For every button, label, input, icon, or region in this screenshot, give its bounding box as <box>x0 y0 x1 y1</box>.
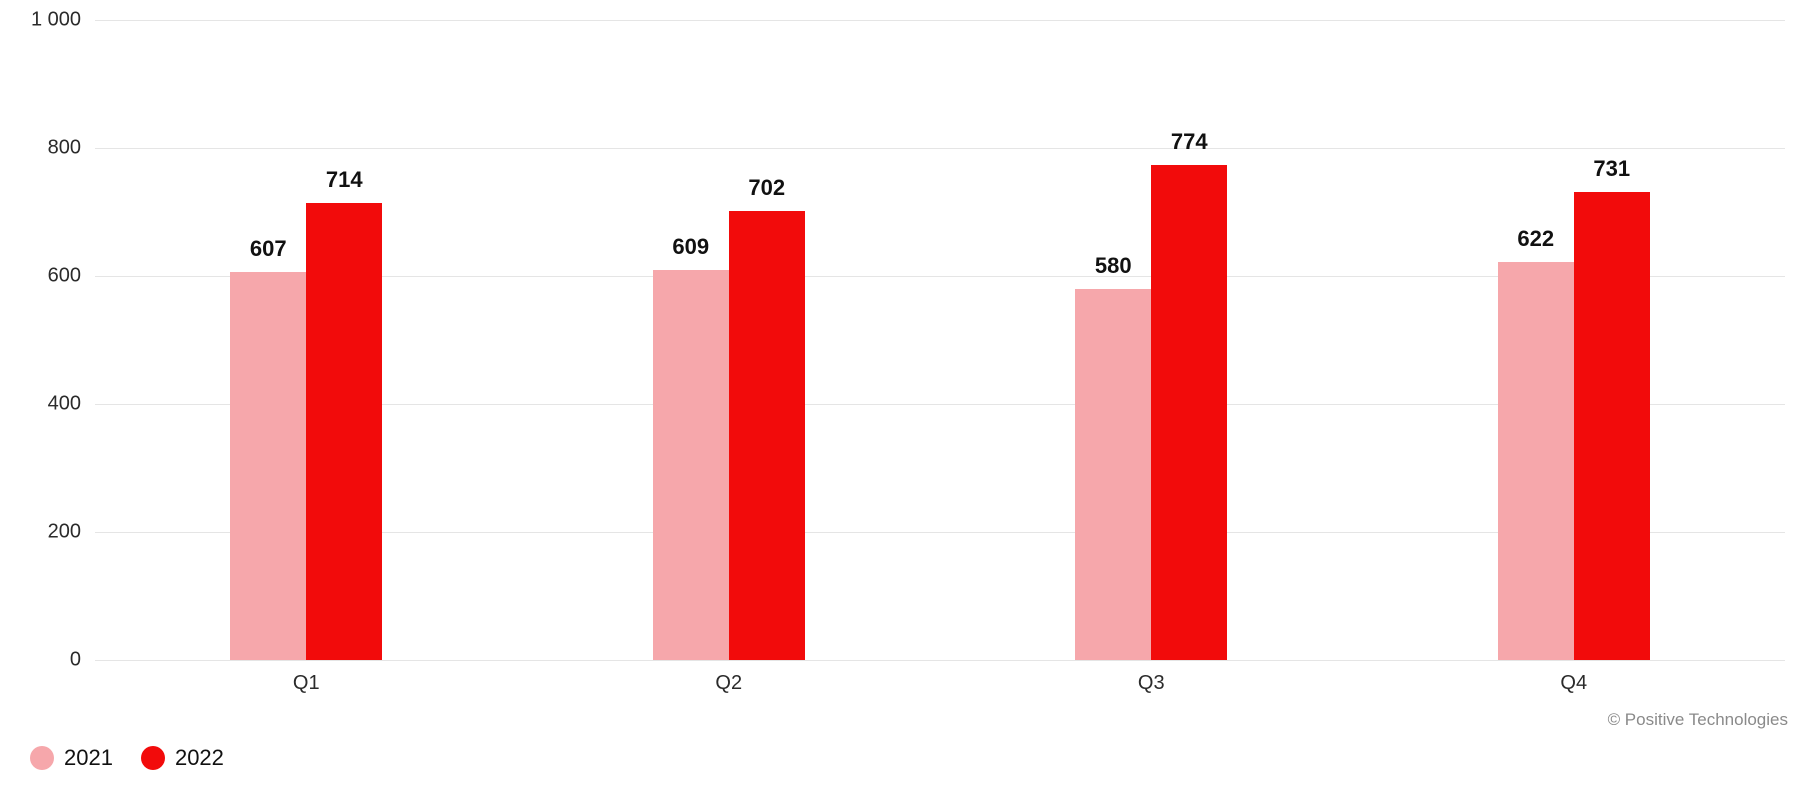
bar-2022-Q4 <box>1574 192 1650 660</box>
bar-value-label: 714 <box>326 167 363 193</box>
legend-swatch-icon <box>30 746 54 770</box>
y-tick-label: 0 <box>70 649 95 672</box>
bar-2022-Q1 <box>306 203 382 660</box>
bar-2021-Q3 <box>1075 289 1151 660</box>
plot-area: 02004006008001 000607714Q1609702Q2580774… <box>95 20 1785 660</box>
bar-value-label: 702 <box>748 175 785 201</box>
bar-value-label: 609 <box>672 234 709 260</box>
gridline <box>95 660 1785 661</box>
gridline <box>95 148 1785 149</box>
bar-2021-Q4 <box>1498 262 1574 660</box>
bar-2022-Q2 <box>729 211 805 660</box>
y-tick-label: 800 <box>48 137 95 160</box>
bar-value-label: 774 <box>1171 129 1208 155</box>
bar-value-label: 607 <box>250 236 287 262</box>
x-tick-label: Q4 <box>1560 660 1587 695</box>
y-tick-label: 400 <box>48 393 95 416</box>
legend-item-2022: 2022 <box>141 745 224 771</box>
y-tick-label: 1 000 <box>31 9 95 32</box>
bar-2022-Q3 <box>1151 165 1227 660</box>
legend-swatch-icon <box>141 746 165 770</box>
bar-2021-Q1 <box>230 272 306 660</box>
grouped-bar-chart: 0 200 400 600 800 1 000 607 714 Q1 609 702 Q2 580 774… <box>0 0 1800 800</box>
legend-label: 2021 <box>64 745 113 771</box>
y-tick-label: 600 <box>48 265 95 288</box>
x-tick-label: Q1 <box>293 660 320 695</box>
gridline <box>95 20 1785 21</box>
legend-label: 2022 <box>175 745 224 771</box>
y-tick-label: 200 <box>48 521 95 544</box>
attribution-text: © Positive Technologies <box>1608 710 1788 730</box>
bar-2021-Q2 <box>653 270 729 660</box>
bar-value-label: 731 <box>1593 156 1630 182</box>
bar-value-label: 580 <box>1095 253 1132 279</box>
legend: 2021 2022 <box>30 745 224 771</box>
x-tick-label: Q2 <box>715 660 742 695</box>
x-tick-label: Q3 <box>1138 660 1165 695</box>
legend-item-2021: 2021 <box>30 745 113 771</box>
bar-value-label: 622 <box>1517 226 1554 252</box>
